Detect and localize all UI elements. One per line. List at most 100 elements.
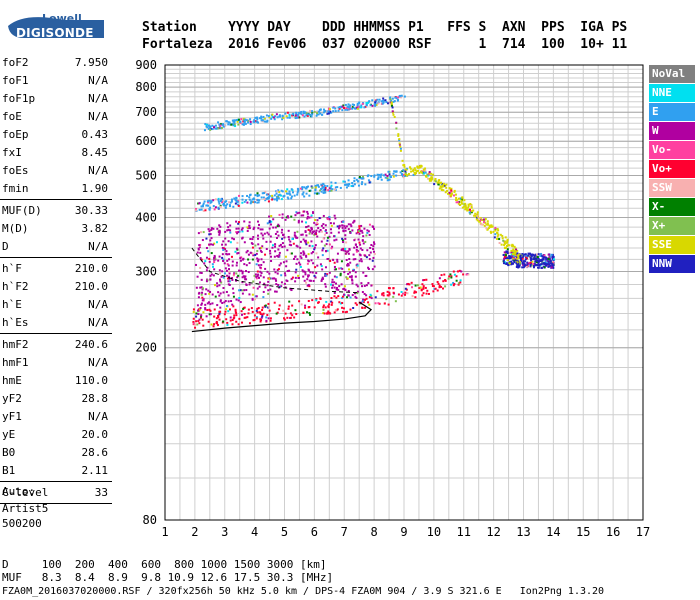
echo-dot <box>323 312 326 315</box>
echo-dot <box>195 312 198 315</box>
echo-dot <box>195 286 198 289</box>
echo-dot <box>313 110 316 113</box>
echo-dot <box>400 294 403 297</box>
echo-dot <box>222 287 225 290</box>
echo-dot <box>273 268 276 271</box>
echo-dot <box>283 272 286 275</box>
echo-dot <box>267 305 270 308</box>
echo-dot <box>419 165 422 168</box>
echo-dot <box>301 114 304 117</box>
echo-dot <box>218 233 221 236</box>
echo-dot <box>255 116 258 119</box>
echo-dot <box>220 281 223 284</box>
echo-dot <box>221 243 224 246</box>
echo-dot <box>437 282 440 285</box>
echo-dot <box>507 244 510 247</box>
echo-dot <box>253 226 256 229</box>
echo-dot <box>371 104 374 107</box>
profile-curve <box>191 301 373 333</box>
echo-dot <box>352 258 355 261</box>
echo-dot <box>314 189 317 192</box>
param-name: h`Es <box>2 316 29 329</box>
echo-dot <box>240 269 243 272</box>
echo-dot <box>551 265 554 268</box>
echo-dot <box>347 250 350 253</box>
echo-dot <box>515 248 518 251</box>
echo-dot <box>302 275 305 278</box>
echo-dot <box>530 254 533 257</box>
param-row: h`E N/A <box>0 296 112 314</box>
echo-dot <box>470 206 473 209</box>
echo-dot <box>278 251 281 254</box>
echo-dot <box>231 264 234 267</box>
echo-dot <box>216 324 219 327</box>
echo-dot <box>225 269 228 272</box>
param-value: 8.45 <box>81 146 109 159</box>
echo-dot <box>425 175 428 178</box>
echo-dot <box>459 204 462 207</box>
echo-dot <box>347 272 350 275</box>
echo-dot <box>257 243 260 246</box>
echo-dot <box>395 121 398 124</box>
echo-dot <box>308 285 311 288</box>
echo-dot <box>330 297 333 300</box>
echo-dot <box>345 241 348 244</box>
echo-dot <box>459 279 462 282</box>
param-value: 240.6 <box>74 338 108 351</box>
echo-dot <box>205 256 208 259</box>
echo-dot <box>313 248 316 251</box>
echo-dot <box>343 287 346 290</box>
echo-dot <box>268 215 271 218</box>
echo-dot <box>323 186 326 189</box>
echo-dot <box>228 258 231 261</box>
echo-dot <box>460 199 463 202</box>
echo-dot <box>448 187 451 190</box>
echo-dot <box>295 268 298 271</box>
echo-dot <box>248 262 251 265</box>
echo-dot <box>328 311 331 314</box>
echo-dot <box>274 250 277 253</box>
echo-dot <box>373 252 376 255</box>
echo-dot <box>223 272 226 275</box>
echo-dot <box>267 317 270 320</box>
echo-dot <box>319 228 322 231</box>
echo-dot <box>335 282 338 285</box>
echo-dot <box>344 237 347 240</box>
echo-dot <box>201 205 204 208</box>
param-row: fxI 8.45 <box>0 144 112 162</box>
echo-dot <box>200 315 203 318</box>
echo-dot <box>344 229 347 232</box>
echo-dot <box>286 111 289 114</box>
echo-dot <box>537 253 540 256</box>
echo-dot <box>414 296 417 299</box>
echo-dot <box>377 101 380 104</box>
echo-dot <box>351 105 354 108</box>
echo-dot <box>278 244 281 247</box>
echo-dot <box>287 216 290 219</box>
echo-dot <box>326 185 329 188</box>
echo-dot <box>349 296 352 299</box>
echo-dot <box>368 303 371 306</box>
echo-dot <box>229 241 232 244</box>
echo-dot <box>316 219 319 222</box>
echo-dot <box>256 287 259 290</box>
echo-dot <box>285 216 288 219</box>
echo-dot <box>520 258 523 261</box>
echo-dot <box>548 263 551 266</box>
echo-dot <box>315 297 318 300</box>
echo-dot <box>389 101 392 104</box>
echo-dot <box>277 195 280 198</box>
echo-dot <box>276 311 279 314</box>
echo-dot <box>469 208 472 211</box>
y-tick-label: 300 <box>135 265 157 279</box>
echo-dot <box>272 116 275 119</box>
echo-dot <box>276 269 279 272</box>
echo-dot <box>316 112 319 115</box>
echo-dot <box>267 197 270 200</box>
echo-dot <box>422 292 425 295</box>
echo-dot <box>236 200 239 203</box>
echo-dot <box>500 243 503 246</box>
echo-dot <box>369 251 372 254</box>
echo-dot <box>266 231 269 234</box>
echo-dot <box>226 277 229 280</box>
